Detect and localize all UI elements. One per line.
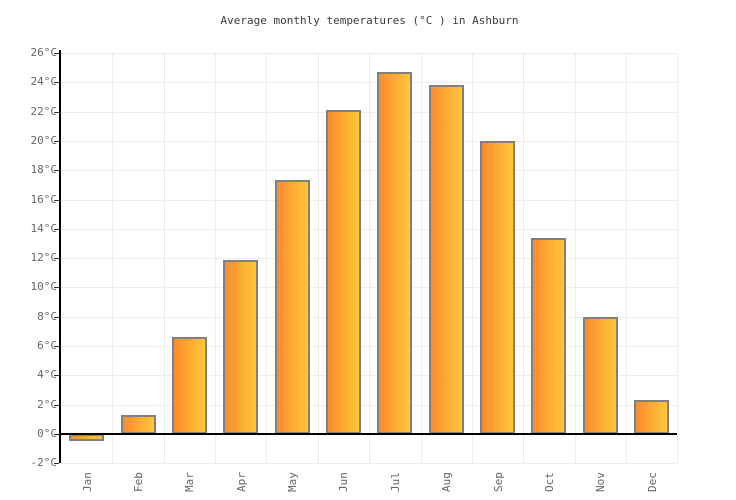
v-gridline [317,53,319,464]
y-axis-tick [54,463,59,465]
y-axis-label: 6°C [37,339,57,353]
y-axis-label: 14°C [30,221,58,235]
bar-mar [171,337,207,434]
y-axis-tick [54,140,59,142]
y-axis-label: 2°C [37,397,57,411]
bar-jan [69,433,105,442]
x-axis-label-mar: Mar [183,472,197,492]
x-axis-label-may: May [286,472,300,492]
bar-may [274,180,310,434]
x-axis-label-oct: Oct [542,472,556,492]
y-axis-tick [54,199,59,201]
y-axis-line [59,50,61,464]
v-gridline [369,53,371,464]
y-axis-tick [54,228,59,230]
v-gridline [625,53,627,464]
x-axis-zero-line [59,432,678,435]
x-axis-label-nov: Nov [594,472,608,492]
y-axis-tick [54,258,59,260]
bar-dec [634,400,670,434]
bar-aug [428,85,464,434]
y-axis-label: -2°C [30,456,58,470]
y-axis-tick [54,287,59,289]
y-axis-label: 20°C [30,133,58,147]
v-gridline [523,53,525,464]
y-axis-tick [54,375,59,377]
y-axis-label: 4°C [37,368,57,382]
v-gridline [574,53,576,464]
x-axis-label-dec: Dec [645,472,659,492]
y-axis-label: 16°C [30,192,58,206]
y-axis-label: 0°C [37,426,57,440]
x-axis-label-jul: Jul [388,472,402,492]
bar-nov [582,316,618,434]
x-axis-label-jun: Jun [337,472,351,492]
y-axis-tick [54,53,59,54]
v-gridline [266,53,268,464]
x-axis-label-aug: Aug [440,472,454,492]
x-axis-label-apr: Apr [234,472,248,492]
x-axis-label-jan: Jan [80,472,94,492]
bar-jun [325,110,361,434]
chart-title: Average monthly temperatures (°C ) in As… [220,14,519,27]
h-gridline [61,463,678,465]
y-axis-label: 8°C [37,309,57,323]
v-gridline [677,53,679,464]
bar-apr [223,259,259,434]
x-axis-label-feb: Feb [132,472,146,492]
y-axis-tick [54,170,59,172]
v-gridline [163,53,165,464]
y-axis-label: 10°C [30,280,58,294]
y-axis-label: 12°C [30,251,58,265]
bar-oct [531,237,567,434]
y-axis-label: 26°C [30,46,58,59]
y-axis-tick [54,316,59,318]
y-axis-label: 18°C [30,163,58,177]
x-axis-label-sep: Sep [491,472,505,492]
bar-jul [377,72,413,434]
y-axis-tick [54,433,59,435]
v-gridline [215,53,217,464]
y-axis-label: 22°C [30,104,58,118]
v-gridline [471,53,473,464]
bar-feb [120,414,156,434]
y-axis-tick [54,111,59,113]
y-axis-label: 24°C [30,75,58,89]
y-axis-tick [54,404,59,406]
bar-sep [480,140,516,434]
y-axis-tick [54,346,59,348]
v-gridline [420,53,422,464]
v-gridline [112,53,114,464]
y-axis-tick [54,82,59,84]
